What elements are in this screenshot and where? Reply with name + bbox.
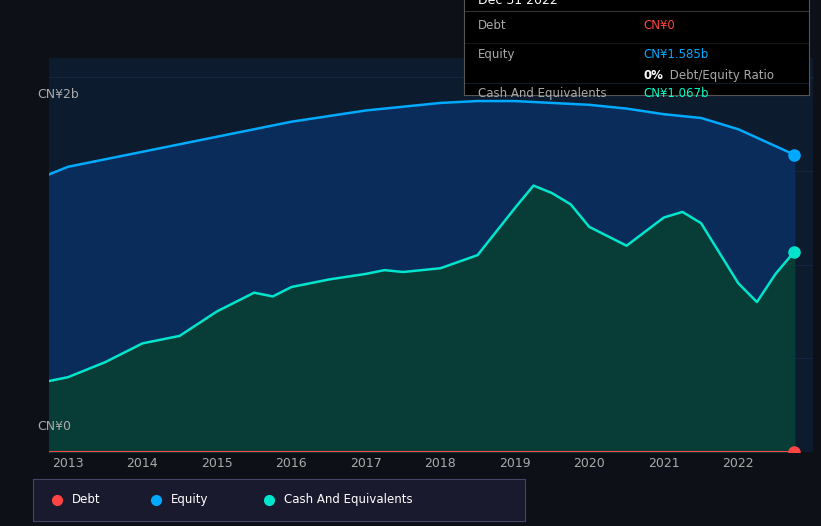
Text: Equity: Equity: [478, 48, 515, 62]
Text: Equity: Equity: [171, 493, 209, 506]
Text: Debt/Equity Ratio: Debt/Equity Ratio: [666, 69, 773, 82]
Text: Cash And Equivalents: Cash And Equivalents: [284, 493, 413, 506]
Text: Debt: Debt: [478, 19, 507, 33]
Text: CN¥1.067b: CN¥1.067b: [643, 87, 709, 99]
Text: CN¥0: CN¥0: [643, 19, 675, 33]
Text: 0%: 0%: [643, 69, 663, 82]
Text: Cash And Equivalents: Cash And Equivalents: [478, 87, 606, 99]
Text: CN¥2b: CN¥2b: [37, 88, 79, 101]
Text: CN¥1.585b: CN¥1.585b: [643, 48, 709, 62]
Text: CN¥0: CN¥0: [37, 420, 71, 432]
Text: Debt: Debt: [72, 493, 101, 506]
Text: Dec 31 2022: Dec 31 2022: [478, 0, 557, 7]
